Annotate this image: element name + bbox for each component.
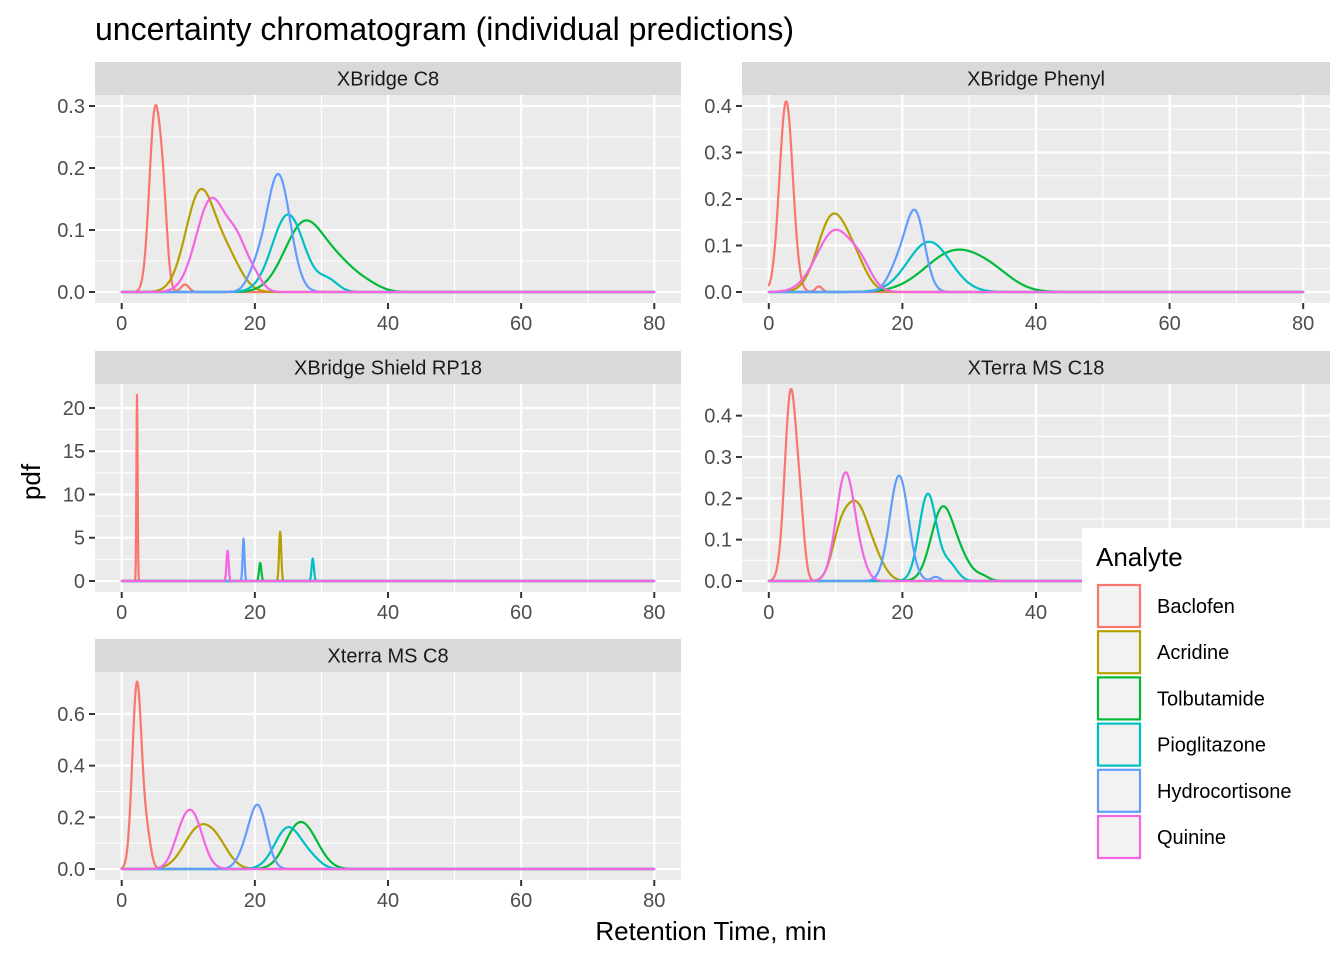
legend: Analyte Baclofen Acridine Tolbutamide Piogl… bbox=[1082, 528, 1330, 868]
y-tick-label: 0.3 bbox=[704, 143, 732, 165]
y-tick-label: 0.1 bbox=[57, 220, 85, 242]
y-tick-label: 0.0 bbox=[57, 859, 85, 881]
x-tick-label: 60 bbox=[510, 313, 532, 335]
x-tick-label: 40 bbox=[377, 890, 399, 912]
series-line-quinine bbox=[120, 549, 656, 583]
y-tick-label: 0.6 bbox=[57, 704, 85, 726]
strip-label: XTerra MS C18 bbox=[968, 358, 1105, 380]
legend-item-hydrocortisone: Hydrocortisone bbox=[1096, 768, 1292, 813]
legend-key bbox=[1096, 722, 1142, 767]
y-tick-label: 0.4 bbox=[704, 406, 732, 428]
y-tick-label: 0.2 bbox=[57, 807, 85, 829]
x-tick-label: 0 bbox=[763, 313, 774, 335]
y-tick-label: 10 bbox=[63, 484, 85, 506]
x-tick-label: 20 bbox=[891, 313, 913, 335]
x-tick-label: 60 bbox=[510, 890, 532, 912]
panel-xbridge-shield-rp18: XBridge Shield RP18 0 20 40 60 80 0 5 10 15 20 bbox=[63, 351, 681, 624]
x-tick-label: 60 bbox=[1158, 313, 1180, 335]
y-tick-label: 0.0 bbox=[704, 282, 732, 304]
series-group bbox=[120, 103, 656, 294]
strip-xterra-ms-c8 bbox=[95, 639, 681, 672]
panel-xterra-ms-c8: Xterra MS C8 0 20 40 60 80 0.0 0.2 0.4 0.6 bbox=[57, 639, 681, 912]
strip-label: XBridge Phenyl bbox=[967, 69, 1105, 91]
legend-item-pioglitazone: Pioglitazone bbox=[1096, 722, 1266, 767]
legend-label: Hydrocortisone bbox=[1157, 781, 1292, 803]
x-tick-label: 0 bbox=[116, 602, 127, 624]
series-line-quinine bbox=[120, 196, 656, 294]
y-tick-label: 20 bbox=[63, 398, 85, 420]
y-tick-label: 0.2 bbox=[704, 189, 732, 211]
y-tick-label: 0.2 bbox=[57, 158, 85, 180]
strip-xbridge-c8 bbox=[95, 62, 681, 95]
strip-xbridge-shield-rp18 bbox=[95, 351, 681, 384]
panel-xbridge-phenyl: XBridge Phenyl 0 20 40 60 80 0.0 0.1 0.2 0.3 0.4 bbox=[704, 62, 1330, 335]
series-line-quinine bbox=[767, 228, 1305, 294]
legend-key bbox=[1096, 676, 1142, 721]
y-tick-label: 0.4 bbox=[57, 756, 85, 778]
x-tick-label: 40 bbox=[377, 313, 399, 335]
x-tick-label: 20 bbox=[244, 890, 266, 912]
legend-item-tolbutamide: Tolbutamide bbox=[1096, 676, 1265, 721]
y-tick-label: 0 bbox=[74, 571, 85, 593]
x-tick-label: 0 bbox=[116, 890, 127, 912]
y-tick-label: 0.3 bbox=[57, 96, 85, 118]
y-tick-label: 0.4 bbox=[704, 96, 732, 118]
strip-label: XBridge Shield RP18 bbox=[294, 358, 482, 380]
legend-item-baclofen: Baclofen bbox=[1096, 583, 1235, 629]
y-tick-label: 0.0 bbox=[704, 571, 732, 593]
x-tick-label: 20 bbox=[244, 602, 266, 624]
series-group bbox=[120, 680, 656, 871]
legend-label: Pioglitazone bbox=[1157, 735, 1266, 757]
x-tick-label: 80 bbox=[1292, 313, 1314, 335]
y-tick-label: 0.2 bbox=[704, 488, 732, 510]
y-tick-label: 5 bbox=[74, 528, 85, 550]
x-tick-label: 80 bbox=[643, 602, 665, 624]
x-tick-label: 40 bbox=[1025, 602, 1047, 624]
y-tick-label: 0.1 bbox=[704, 530, 732, 552]
chart-title: uncertainty chromatogram (individual pre… bbox=[95, 11, 794, 47]
x-tick-label: 0 bbox=[116, 313, 127, 335]
y-axis-title: pdf bbox=[16, 463, 46, 500]
legend-item-acridine: Acridine bbox=[1096, 630, 1229, 675]
x-tick-label: 20 bbox=[244, 313, 266, 335]
y-tick-label: 0.0 bbox=[57, 282, 85, 304]
legend-label: Acridine bbox=[1157, 642, 1229, 664]
x-tick-label: 20 bbox=[891, 602, 913, 624]
legend-item-quinine: Quinine bbox=[1096, 814, 1226, 860]
strip-xbridge-phenyl bbox=[742, 62, 1330, 95]
x-axis-title: Retention Time, min bbox=[595, 916, 826, 946]
series-group bbox=[120, 393, 656, 583]
legend-label: Quinine bbox=[1157, 827, 1226, 849]
x-tick-label: 60 bbox=[510, 602, 532, 624]
legend-key bbox=[1096, 768, 1142, 813]
x-tick-label: 40 bbox=[377, 602, 399, 624]
legend-key bbox=[1096, 630, 1142, 675]
legend-label: Tolbutamide bbox=[1157, 688, 1265, 710]
strip-label: Xterra MS C8 bbox=[327, 646, 448, 668]
legend-key bbox=[1096, 583, 1142, 629]
legend-key bbox=[1096, 814, 1142, 860]
y-tick-label: 15 bbox=[63, 441, 85, 463]
legend-title: Analyte bbox=[1096, 542, 1183, 572]
series-line-quinine bbox=[120, 808, 656, 871]
legend-label: Baclofen bbox=[1157, 596, 1235, 618]
x-tick-label: 0 bbox=[763, 602, 774, 624]
strip-xterra-ms-c18 bbox=[742, 351, 1330, 384]
x-tick-label: 40 bbox=[1025, 313, 1047, 335]
strip-label: XBridge C8 bbox=[337, 69, 439, 91]
panel-xbridge-c8: XBridge C8 0 20 40 60 80 0.0 0.1 0.2 0.3 bbox=[57, 62, 681, 335]
y-tick-label: 0.1 bbox=[704, 236, 732, 258]
x-tick-label: 80 bbox=[643, 890, 665, 912]
y-tick-label: 0.3 bbox=[704, 447, 732, 469]
legend-items: Baclofen Acridine Tolbutamide Pioglitazone H… bbox=[1096, 583, 1292, 860]
x-tick-label: 80 bbox=[643, 313, 665, 335]
series-group bbox=[767, 100, 1305, 294]
